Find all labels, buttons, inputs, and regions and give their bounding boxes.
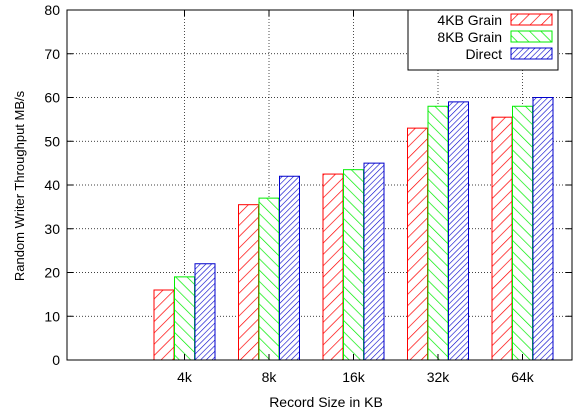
bar-4kb-grain-16k (322, 173, 344, 361)
bar-direct-4k (194, 263, 216, 361)
bar-8kb-grain-4k (174, 276, 195, 361)
y-tick-label: 70 (44, 46, 60, 62)
x-tick-label: 16k (342, 369, 366, 385)
bars (153, 97, 554, 361)
y-tick-label: 30 (44, 221, 60, 237)
legend-label: 4KB Grain (437, 12, 502, 28)
legend-swatch (510, 47, 553, 60)
bar-8kb-grain-8k (258, 197, 280, 361)
y-axis-label: Random Writer Throughput MB/s (12, 90, 27, 281)
bar-4kb-grain-64k (491, 116, 513, 361)
x-tick-label: 8k (262, 369, 278, 385)
axis-ticks: 0 10 20 30 40 50 60 70 80 4k 8k 16k 32k 64k (44, 2, 572, 385)
y-tick-label: 80 (44, 2, 60, 18)
bar-direct-16k (363, 162, 385, 361)
bar-4kb-grain-4k (153, 289, 175, 361)
x-tick-label: 32k (427, 369, 451, 385)
bar-8kb-grain-64k (512, 105, 533, 361)
bar-4kb-grain-8k (238, 204, 259, 361)
y-tick-label: 0 (52, 352, 60, 368)
x-axis-label: Record Size in KB (269, 394, 383, 410)
bar-8kb-grain-32k (427, 105, 449, 361)
y-tick-label: 50 (44, 133, 60, 149)
x-tick-label: 64k (511, 369, 535, 385)
y-tick-label: 20 (44, 265, 60, 281)
legend-label: Direct (465, 46, 502, 62)
bar-direct-64k (532, 97, 554, 361)
x-tick-label: 4k (177, 369, 193, 385)
legend-swatch (510, 13, 553, 26)
legend-swatch (510, 30, 553, 43)
bar-4kb-grain-32k (407, 127, 428, 361)
legend-label: 8KB Grain (437, 29, 502, 45)
bar-direct-32k (448, 101, 469, 361)
bar-8kb-grain-16k (343, 169, 364, 361)
y-tick-label: 60 (44, 90, 60, 106)
y-tick-label: 40 (44, 177, 60, 193)
y-tick-label: 10 (44, 308, 60, 324)
bar-direct-8k (279, 175, 300, 361)
